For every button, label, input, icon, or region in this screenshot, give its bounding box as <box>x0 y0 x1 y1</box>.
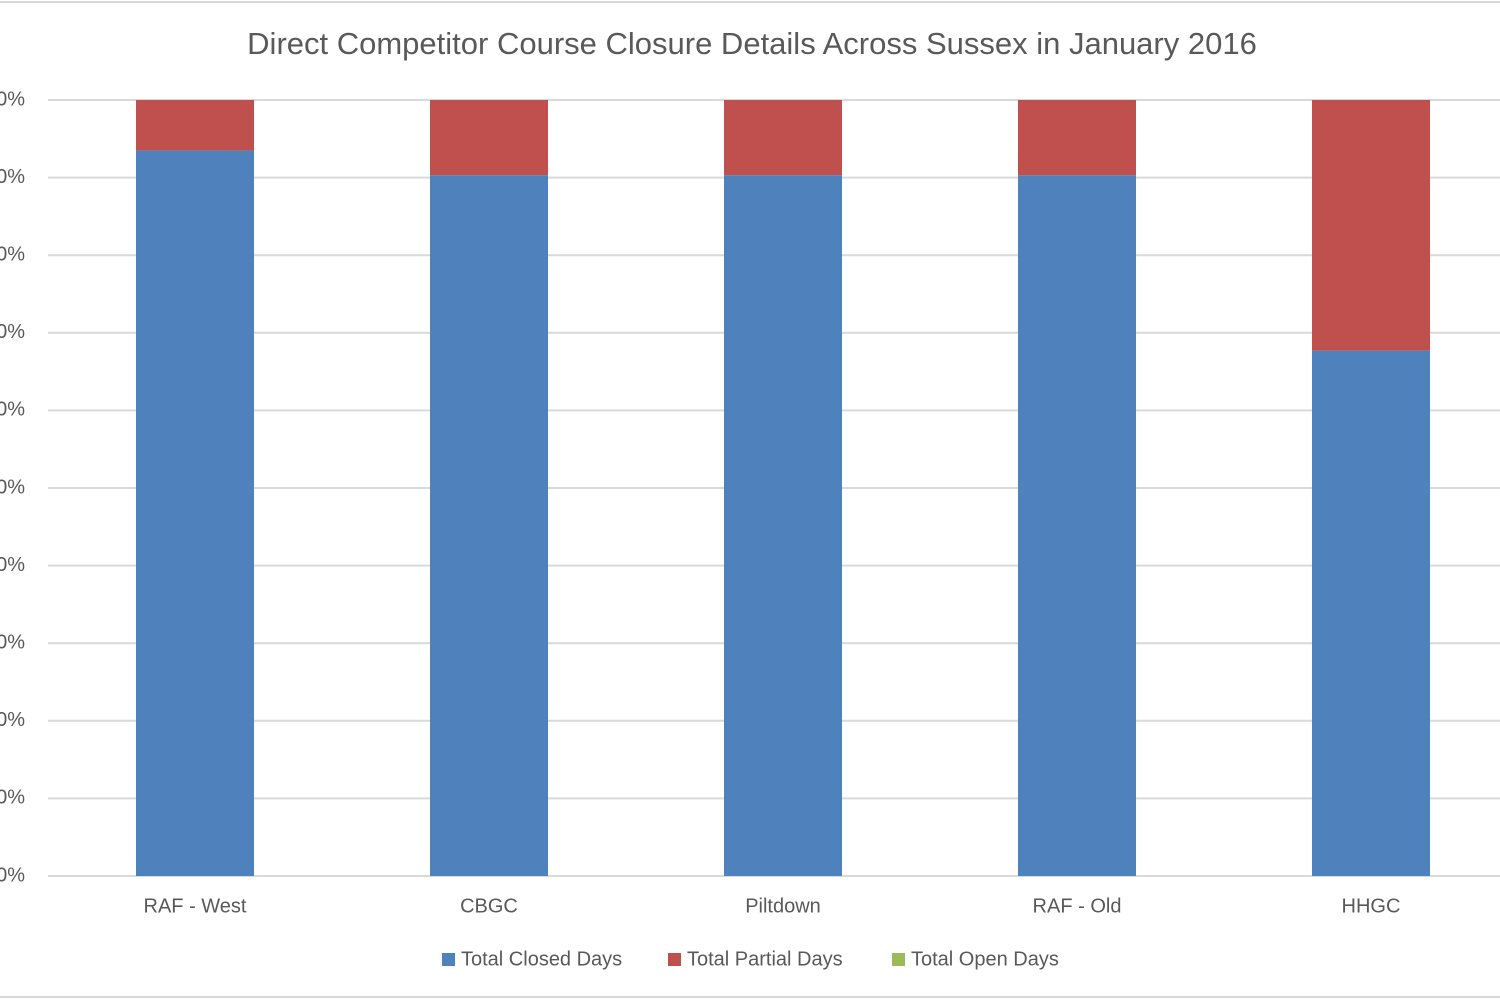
legend-label: Total Open Days <box>911 948 1059 970</box>
bar-segment <box>136 150 254 876</box>
bar-segment <box>724 175 842 877</box>
y-tick-label: 50% <box>0 476 25 498</box>
x-tick-label: CBGC <box>460 895 518 917</box>
bar-segment <box>1018 175 1136 877</box>
x-tick-label: HHGC <box>1342 895 1401 917</box>
legend-label: Total Closed Days <box>461 948 622 970</box>
legend-swatch <box>892 953 905 966</box>
bar-segment <box>1312 350 1430 876</box>
y-tick-label: 30% <box>0 631 25 653</box>
y-tick-label: 90% <box>0 166 25 188</box>
legend-swatch <box>442 953 455 966</box>
y-tick-label: 10% <box>0 787 25 809</box>
x-tick-label: RAF - West <box>144 895 247 917</box>
y-tick-label: 0% <box>0 864 25 886</box>
bar-segment <box>430 100 548 176</box>
x-tick-label: RAF - Old <box>1033 895 1122 917</box>
bar-segment <box>1312 100 1430 351</box>
y-tick-label: 20% <box>0 709 25 731</box>
legend-label: Total Partial Days <box>687 948 843 970</box>
y-tick-label: 40% <box>0 554 25 576</box>
bar-segment <box>136 100 254 151</box>
bar-segment <box>1018 100 1136 176</box>
y-tick-label: 80% <box>0 243 25 265</box>
bar-segment <box>430 175 548 877</box>
legend-swatch <box>668 953 681 966</box>
y-tick-label: 60% <box>0 399 25 421</box>
y-tick-label: 70% <box>0 321 25 343</box>
bar-segment <box>724 100 842 176</box>
y-tick-label: 100% <box>0 88 25 110</box>
x-tick-label: Piltdown <box>745 895 821 917</box>
chart-title: Direct Competitor Course Closure Details… <box>247 26 1257 61</box>
